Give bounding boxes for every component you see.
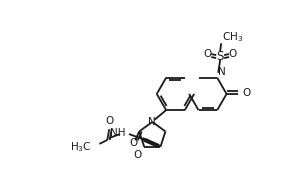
Text: N: N bbox=[148, 117, 156, 127]
Text: O: O bbox=[229, 49, 237, 59]
Text: O: O bbox=[242, 88, 251, 98]
Text: O: O bbox=[133, 150, 141, 160]
Text: NH: NH bbox=[109, 128, 125, 138]
Text: S: S bbox=[217, 50, 224, 62]
Text: H$_3$C: H$_3$C bbox=[70, 140, 91, 154]
Text: N: N bbox=[218, 67, 226, 77]
Text: O: O bbox=[203, 49, 211, 59]
Text: O: O bbox=[129, 138, 137, 148]
Polygon shape bbox=[142, 138, 160, 147]
Text: CH$_3$: CH$_3$ bbox=[222, 30, 243, 44]
Text: O: O bbox=[105, 116, 113, 126]
